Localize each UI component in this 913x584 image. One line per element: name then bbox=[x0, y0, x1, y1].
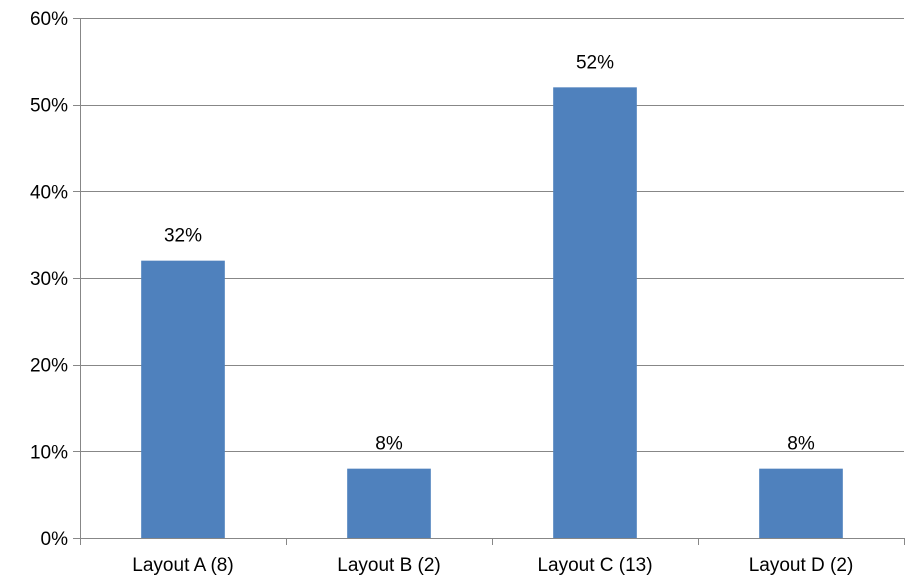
y-axis-tick-labels: 0% 10% 20% 30% 40% 50% 60% bbox=[30, 9, 68, 550]
x-axis-category-labels: Layout A (8) Layout B (2) Layout C (13) Lay… bbox=[132, 555, 853, 576]
y-tick-label: 20% bbox=[30, 356, 68, 377]
y-tick-label: 50% bbox=[30, 96, 68, 117]
x-category-label: Layout D (2) bbox=[749, 555, 854, 576]
bar-data-label: 8% bbox=[375, 434, 403, 455]
bar-1 bbox=[141, 260, 225, 538]
bar-2 bbox=[347, 468, 431, 538]
bars bbox=[141, 87, 843, 538]
bar-4 bbox=[759, 468, 843, 538]
y-tick-label: 0% bbox=[41, 529, 69, 550]
bar-3 bbox=[553, 87, 637, 538]
bar-data-label: 52% bbox=[576, 52, 614, 73]
data-labels: 32% 8% 52% 8% bbox=[164, 52, 815, 454]
bar-data-label: 32% bbox=[164, 226, 202, 247]
x-category-label: Layout C (13) bbox=[537, 555, 652, 576]
axes bbox=[73, 18, 905, 545]
x-category-label: Layout B (2) bbox=[337, 555, 441, 576]
bar-data-label: 8% bbox=[787, 434, 815, 455]
y-tick-label: 30% bbox=[30, 269, 68, 290]
x-category-label: Layout A (8) bbox=[132, 555, 233, 576]
y-tick-label: 10% bbox=[30, 442, 68, 463]
y-tick-label: 40% bbox=[30, 182, 68, 203]
y-tick-label: 60% bbox=[30, 9, 68, 30]
